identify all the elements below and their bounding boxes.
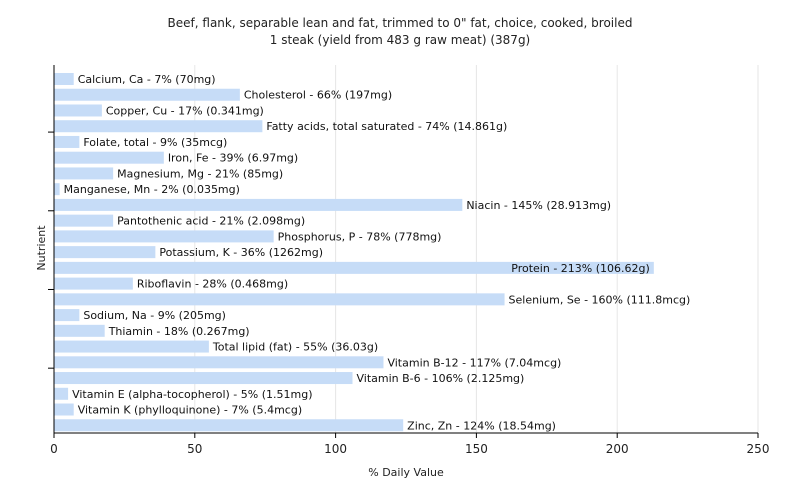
bar-label-4: Folate, total - 9% (35mcg)	[83, 136, 227, 149]
bar-label-13: Riboflavin - 28% (0.468mg)	[137, 278, 288, 291]
bar-8	[54, 198, 463, 211]
bar-label-22: Zinc, Zn - 124% (18.54mg)	[407, 419, 556, 432]
bar-label-5: Iron, Fe - 39% (6.97mg)	[168, 152, 298, 165]
bar-label-3: Fatty acids, total saturated - 74% (14.8…	[266, 120, 507, 133]
bar-label-21: Vitamin K (phylloquinone) - 7% (5.4mcg)	[78, 404, 302, 417]
bar-label-20: Vitamin E (alpha-tocopherol) - 5% (1.51m…	[72, 388, 312, 401]
chart-subtitle: 1 steak (yield from 483 g raw meat) (387…	[270, 33, 531, 47]
bar-label-19: Vitamin B-6 - 106% (2.125mg)	[356, 372, 524, 385]
bar-22	[54, 419, 404, 432]
bar-2	[54, 104, 102, 117]
y-axis-title: Nutrient	[35, 225, 48, 271]
bars: Calcium, Ca - 7% (70mg) Cholesterol - 66%…	[54, 73, 690, 432]
bar-0	[54, 73, 74, 85]
x-tick-label-5: 250	[747, 442, 770, 456]
bar-label-6: Magnesium, Mg - 21% (85mg)	[117, 167, 283, 180]
bar-3	[54, 120, 263, 133]
x-axis-ticks: 0 50 100 150 200 250	[50, 433, 769, 456]
bar-label-0: Calcium, Ca - 7% (70mg)	[78, 73, 216, 86]
bar-label-12: Protein - 213% (106.62g)	[511, 262, 650, 275]
bar-label-2: Copper, Cu - 17% (0.341mg)	[106, 104, 264, 117]
bar-7	[54, 183, 60, 196]
bar-19	[54, 372, 353, 385]
bar-label-17: Total lipid (fat) - 55% (36.03g)	[212, 341, 378, 354]
x-tick-label-2: 100	[324, 442, 347, 456]
bar-9	[54, 214, 114, 227]
x-tick-label-4: 200	[606, 442, 629, 456]
bar-10	[54, 230, 274, 243]
bar-18	[54, 356, 384, 369]
bar-11	[54, 246, 156, 259]
bar-4	[54, 135, 80, 148]
bar-21	[54, 403, 74, 416]
bar-6	[54, 167, 114, 180]
bar-5	[54, 151, 164, 164]
bar-16	[54, 324, 105, 337]
bar-1	[54, 88, 240, 101]
bar-14	[54, 293, 505, 306]
bar-label-15: Sodium, Na - 9% (205mg)	[83, 309, 226, 322]
bar-17	[54, 340, 209, 353]
bar-13	[54, 277, 133, 290]
bar-15	[54, 309, 80, 322]
gridlines	[194, 65, 759, 433]
bar-label-18: Vitamin B-12 - 117% (7.04mcg)	[387, 356, 561, 369]
x-tick-label-0: 0	[50, 442, 58, 456]
bar-label-10: Phosphorus, P - 78% (778mg)	[278, 230, 442, 243]
bar-label-16: Thiamin - 18% (0.267mg)	[108, 325, 250, 338]
bar-12	[54, 261, 654, 274]
bar-20	[54, 387, 69, 400]
x-axis-title: % Daily Value	[368, 466, 444, 479]
bar-label-9: Pantothenic acid - 21% (2.098mg)	[117, 215, 305, 228]
x-tick-label-3: 150	[465, 442, 488, 456]
bar-label-8: Niacin - 145% (28.913mg)	[466, 199, 611, 212]
bar-label-7: Manganese, Mn - 2% (0.035mg)	[64, 183, 240, 196]
bar-label-1: Cholesterol - 66% (197mg)	[244, 89, 392, 102]
x-tick-label-1: 50	[187, 442, 202, 456]
bar-label-11: Potassium, K - 36% (1262mg)	[159, 246, 323, 259]
chart-title: Beef, flank, separable lean and fat, tri…	[168, 16, 633, 30]
bar-label-14: Selenium, Se - 160% (111.8mcg)	[509, 293, 691, 306]
axes	[48, 65, 758, 434]
